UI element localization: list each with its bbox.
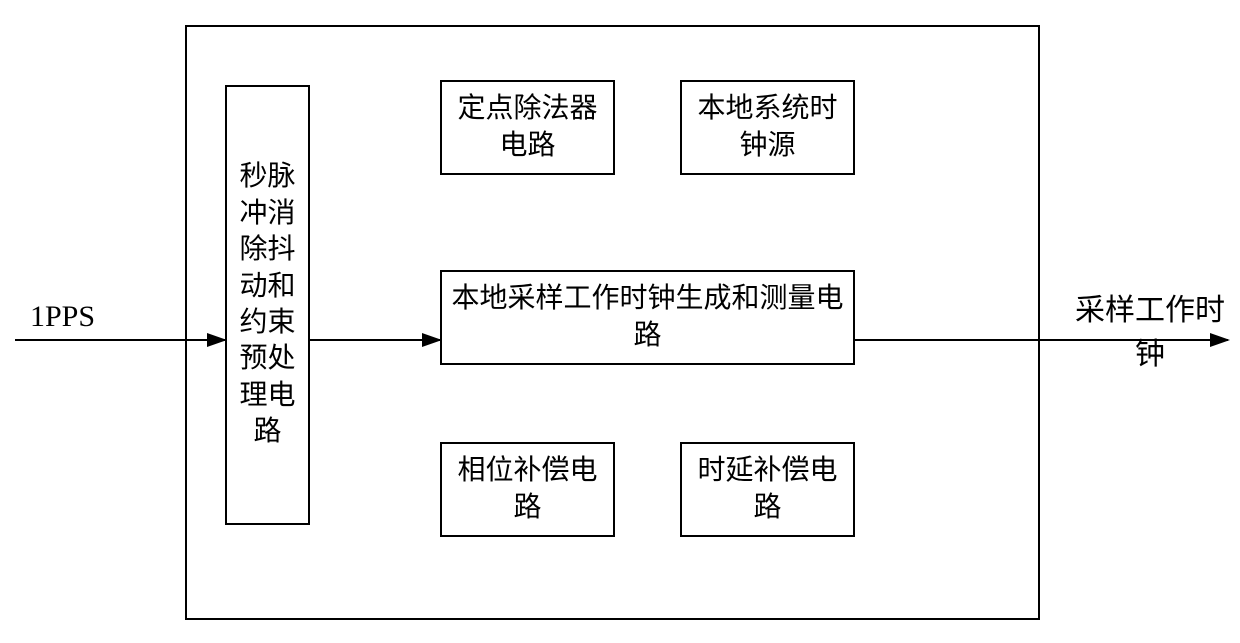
edges-svg xyxy=(0,0,1240,643)
